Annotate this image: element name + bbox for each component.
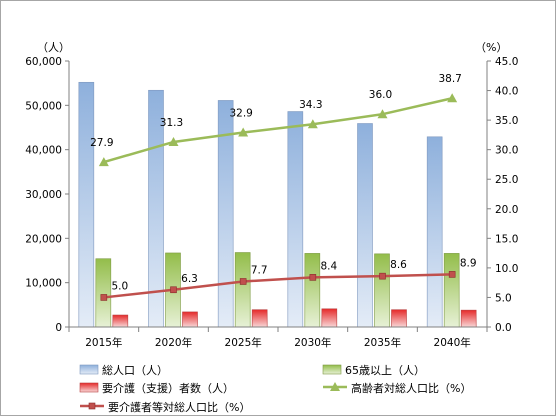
line-0-marker-1 — [168, 136, 179, 146]
x-tick-label: 2015年 — [85, 336, 122, 349]
bar-1-2 — [234, 252, 251, 328]
left-axis-unit: （人） — [37, 41, 70, 54]
right-tick-label: 25.0 — [495, 174, 518, 186]
line-1 — [103, 273, 453, 299]
bar-0-3 — [287, 111, 304, 328]
line-series — [98, 93, 458, 301]
line-0-marker-2 — [238, 127, 249, 137]
data-label-0-0: 27.9 — [90, 137, 113, 149]
legend-label-total-population: 総人口（人） — [102, 363, 168, 377]
line-0-marker-0 — [98, 157, 109, 167]
x-tick-label: 2030年 — [294, 336, 331, 349]
line-1-marker-1 — [170, 286, 177, 294]
x-tick-label: 2040年 — [434, 336, 471, 349]
data-label-0-1: 31.3 — [160, 117, 183, 129]
data-label-1-0: 5.0 — [111, 280, 128, 292]
bar-2-5 — [460, 309, 477, 328]
left-tick-label: 0 — [55, 322, 62, 334]
right-tick-label: 15.0 — [495, 233, 518, 245]
data-label-1-5: 8.9 — [460, 257, 477, 269]
line-1-marker-0 — [100, 294, 108, 301]
bar-1-3 — [304, 253, 321, 328]
legend-swatch-elderly-ratio-marker — [330, 382, 340, 391]
line-1-marker-3 — [309, 274, 317, 281]
line-1-marker-4 — [379, 272, 386, 280]
data-label-1-4: 8.6 — [390, 259, 407, 271]
bar-series — [78, 81, 477, 328]
legend-swatch-care-ratio-marker — [88, 402, 96, 410]
legend-label-care-ratio: 要介護者等対総人口比（%） — [108, 400, 250, 414]
legend-swatch-total-population — [79, 364, 99, 375]
right-axis-ticks: 0.0 5.0 10.0 15.0 20.0 25.0 30.0 35.0 40.0 45.0 — [487, 56, 518, 334]
right-tick-label: 40.0 — [495, 86, 518, 98]
bar-0-4 — [357, 123, 373, 328]
left-tick-label: 20,000 — [25, 233, 62, 245]
legend-label-care-needed: 要介護（支援）者数（人） — [102, 381, 234, 395]
line-1-marker-5 — [448, 271, 456, 278]
left-tick-label: 40,000 — [25, 145, 62, 157]
left-tick-label: 10,000 — [25, 278, 62, 290]
right-tick-label: 10.0 — [495, 263, 518, 275]
left-tick-label: 30,000 — [25, 189, 62, 201]
data-label-1-2: 7.7 — [251, 264, 268, 276]
bar-1-5 — [443, 253, 460, 328]
line-0-marker-3 — [307, 119, 318, 129]
left-tick-label: 60,000 — [25, 56, 62, 68]
line-0 — [103, 97, 453, 164]
bar-2-2 — [251, 309, 268, 328]
bar-0-0 — [78, 81, 95, 328]
data-label-0-5: 38.7 — [438, 73, 461, 85]
bar-1-4 — [374, 253, 390, 328]
x-axis-ticks: 2015年 2020年 2025年 2030年 2035年 2040年 — [68, 327, 488, 349]
line-0-marker-4 — [377, 109, 388, 119]
x-tick-label: 2020年 — [155, 336, 192, 349]
right-axis-unit: （%） — [475, 41, 507, 54]
line-1-marker-2 — [239, 278, 247, 285]
bar-2-4 — [391, 309, 407, 328]
right-tick-label: 0.0 — [495, 322, 512, 334]
x-tick-label: 2035年 — [364, 336, 401, 349]
data-label-0-3: 34.3 — [299, 99, 322, 111]
data-label-0-2: 32.9 — [229, 108, 252, 120]
data-label-1-1: 6.3 — [181, 273, 198, 285]
right-tick-label: 45.0 — [495, 56, 518, 68]
bar-2-3 — [321, 308, 338, 328]
right-tick-label: 30.0 — [495, 145, 518, 157]
left-tick-label: 50,000 — [25, 100, 62, 112]
right-tick-label: 20.0 — [495, 204, 518, 216]
bar-0-5 — [426, 136, 443, 328]
line-0-marker-5 — [447, 93, 458, 103]
right-tick-label: 5.0 — [495, 292, 512, 304]
legend-label-elderly-ratio: 高齢者対総人口比（%） — [351, 381, 471, 395]
data-labels: 27.9 31.3 32.9 34.3 36.0 38.7 5.0 6.3 7.7 8.4 8.6 8… — [90, 73, 476, 292]
data-label-0-4: 36.0 — [369, 89, 392, 101]
legend-swatch-care-needed — [79, 382, 99, 393]
legend-label-65-plus: 65歳以上（人） — [345, 364, 425, 377]
left-axis-ticks: 0 10,000 20,000 30,000 40,000 50,000 60,000 — [25, 56, 69, 334]
bar-2-1 — [182, 311, 198, 328]
axes — [68, 61, 488, 328]
x-tick-label: 2025年 — [225, 336, 262, 349]
legend-swatch-65-plus — [322, 364, 342, 375]
right-tick-label: 35.0 — [495, 115, 518, 127]
bar-1-0 — [95, 258, 112, 328]
data-label-1-3: 8.4 — [320, 260, 337, 272]
bar-2-0 — [112, 314, 129, 328]
legend: 総人口（人） 65歳以上（人） 要介護（支援）者数（人） 高齢者対総人口比（%）… — [79, 363, 471, 414]
